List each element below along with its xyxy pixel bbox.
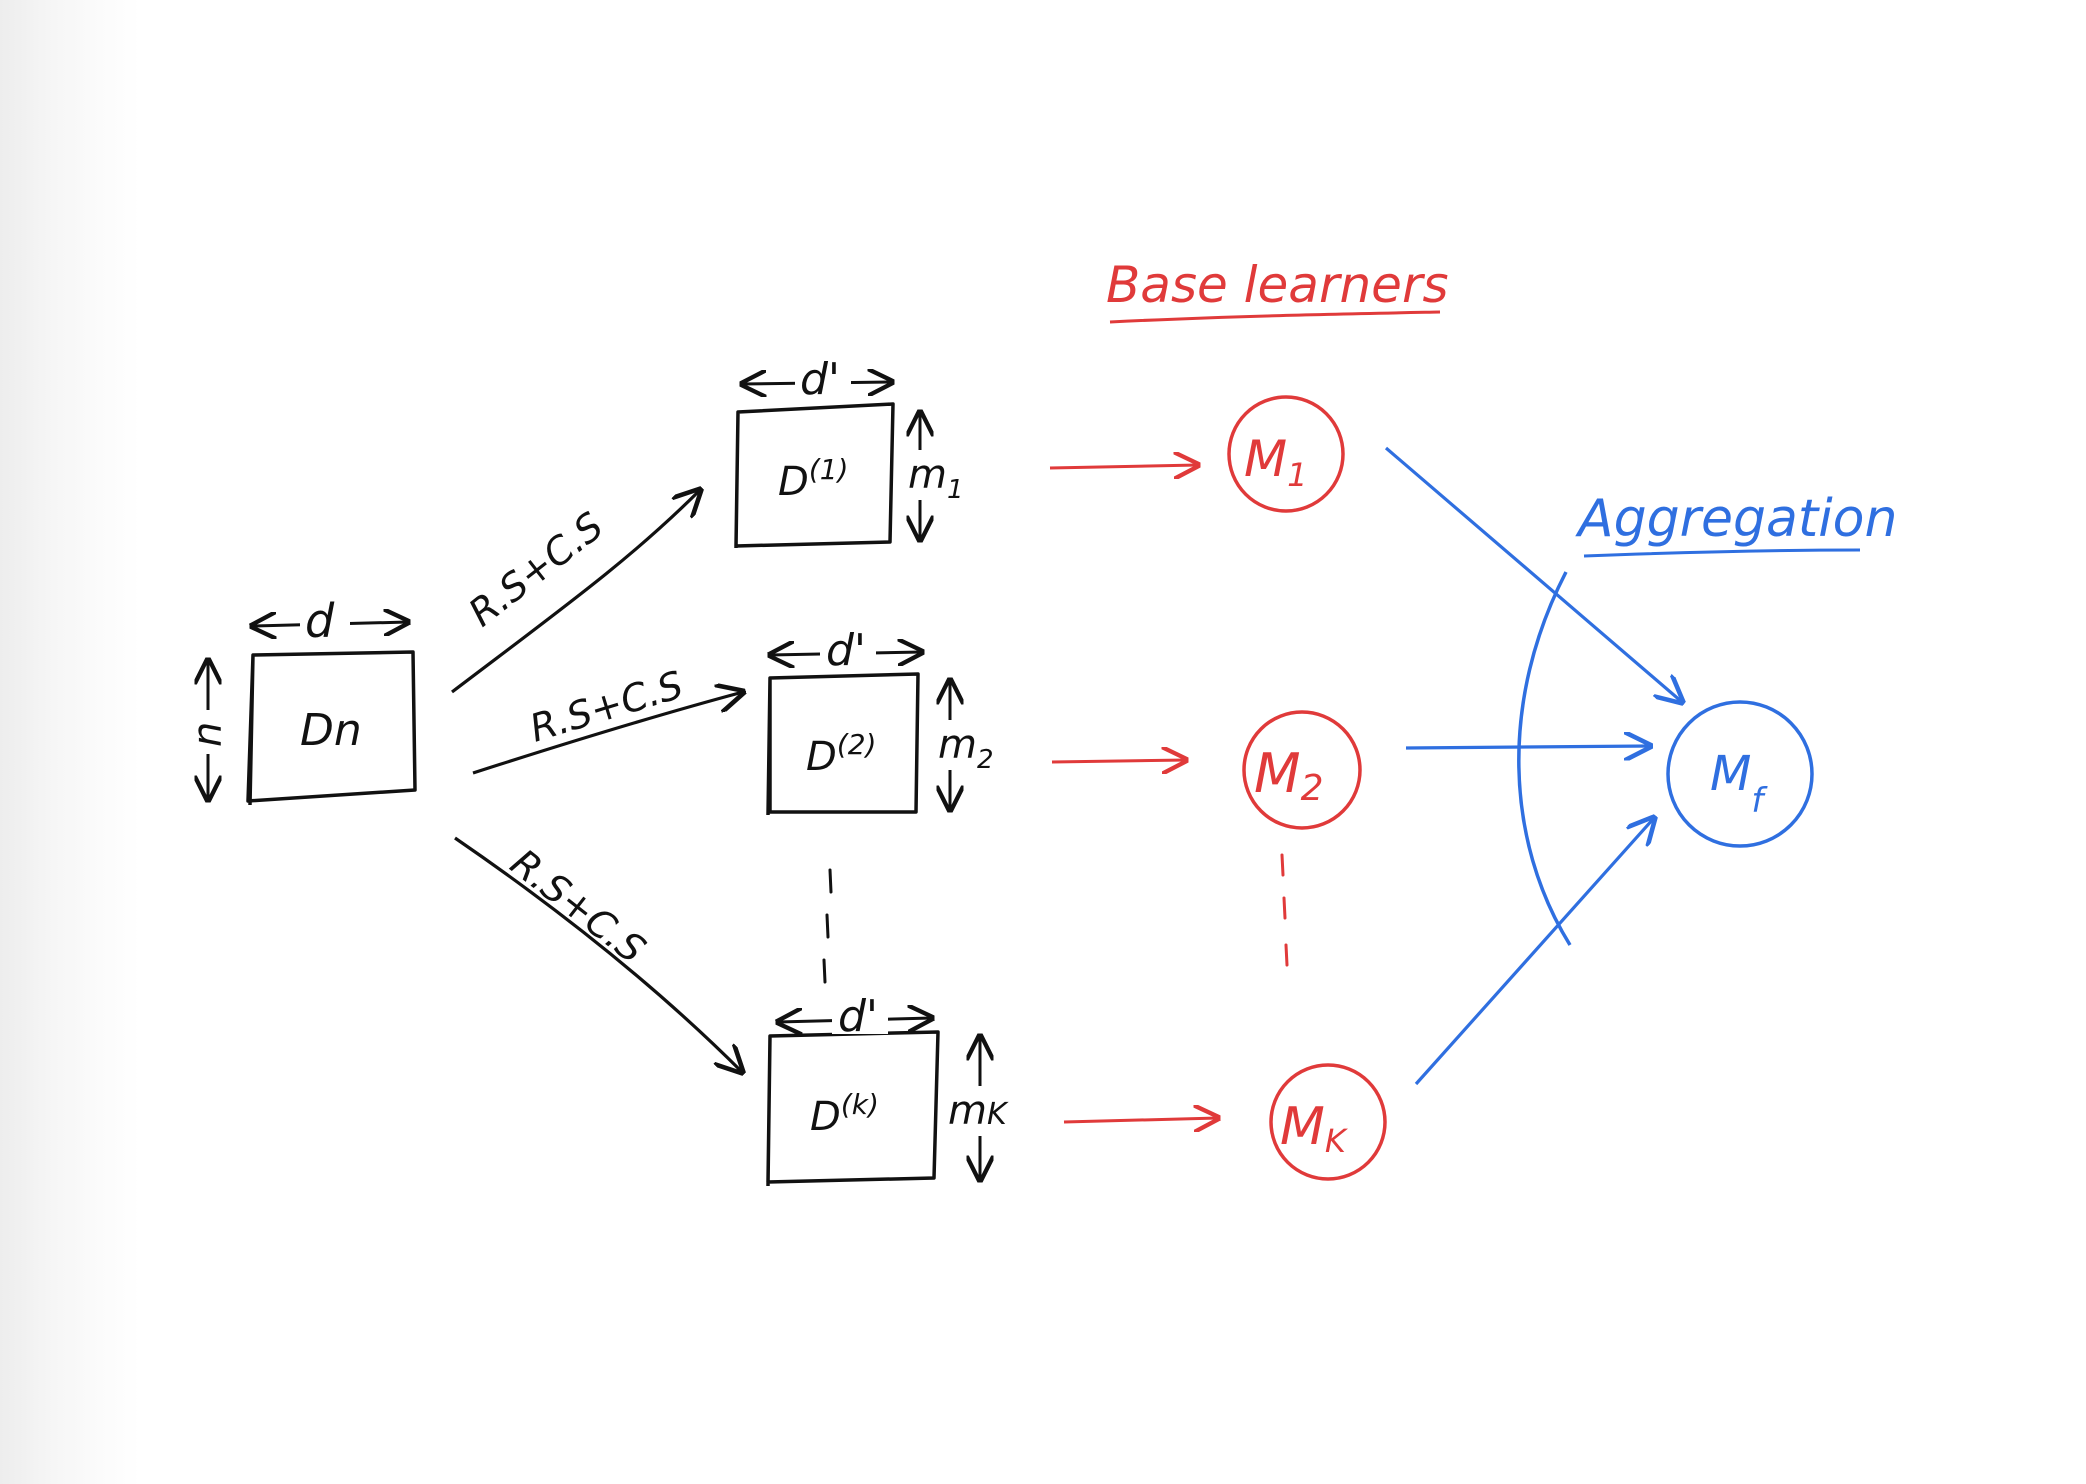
source-width-label: d xyxy=(305,594,335,648)
model-1: M1 xyxy=(1227,395,1345,513)
source-height-label-bg xyxy=(190,710,226,754)
model-k-circle xyxy=(1269,1063,1387,1181)
source-dataset-label: Dn xyxy=(300,705,362,756)
subset-k-label: D(k) xyxy=(810,1088,879,1140)
sampling-edges: R.S+C.S R.S+C.S R.S+C.S xyxy=(451,490,743,1072)
base-learners-heading: Base learners xyxy=(1106,256,1449,314)
subset-continuation-dots xyxy=(822,868,833,984)
model-2-circle xyxy=(1242,710,1362,830)
aggregate-arrow-2 xyxy=(1405,746,1650,748)
edge-label-2: R.S+C.S xyxy=(525,663,688,751)
aggregation-heading: Aggregation xyxy=(1575,489,1897,549)
model-1-label: M1 xyxy=(1244,430,1308,494)
model-2-label: M2 xyxy=(1254,742,1324,809)
subset-1-box xyxy=(734,402,895,549)
edge-label-3: R.S+C.S xyxy=(502,840,653,971)
subset-1-label: D(1) xyxy=(778,453,848,505)
aggregate-arrow-1 xyxy=(1384,446,1682,702)
subset-2: D(2) d' m2 xyxy=(766,625,1009,816)
subset-1: D(1) d' m1 xyxy=(734,354,965,549)
base-learners-section: Base learners M1 M2 xyxy=(1049,256,1449,1181)
aggregation-arc xyxy=(1517,571,1572,946)
subset-k-width-label-bg xyxy=(832,992,888,1034)
subset-1-height-label: m1 xyxy=(908,452,964,505)
edge-to-subset-2 xyxy=(472,692,743,775)
subset-2-width-label: d' xyxy=(826,625,866,676)
edge-to-subset-k xyxy=(454,836,742,1072)
source-height-label: n xyxy=(185,722,231,747)
subset-k-height-label: mK xyxy=(948,1088,1009,1134)
source-dataset: Dn d n xyxy=(185,594,417,806)
subset-2-label: D(2) xyxy=(806,728,876,780)
aggregate-arrow-k xyxy=(1414,818,1654,1086)
final-model-circle xyxy=(1666,700,1814,848)
model-2: M2 xyxy=(1242,710,1362,830)
subset-k: D(k) d' mK xyxy=(766,991,1031,1187)
model-k-label: MK xyxy=(1280,1097,1349,1160)
subset-2-width-label-bg xyxy=(820,626,876,668)
subset-2-box xyxy=(766,672,920,816)
model-continuation-dots xyxy=(1280,853,1289,967)
train-arrow-2 xyxy=(1051,760,1186,762)
source-dataset-box xyxy=(246,650,417,806)
final-model: Mf xyxy=(1666,700,1814,848)
model-1-circle xyxy=(1227,395,1345,513)
subset-1-height-label-bg xyxy=(905,450,965,500)
aggregation-section: Aggregation Mf xyxy=(1384,446,1897,1086)
source-width-label-bg xyxy=(300,600,350,640)
subset-1-width-label: d' xyxy=(800,354,840,405)
train-arrow-k xyxy=(1063,1118,1218,1122)
model-k: MK xyxy=(1269,1063,1387,1181)
aggregation-underline xyxy=(1583,548,1861,558)
edge-label-1: R.S+C.S xyxy=(460,504,611,635)
train-arrow-1 xyxy=(1049,465,1198,468)
subset-k-width-label: d' xyxy=(838,991,878,1042)
subset-1-width-label-bg xyxy=(795,355,851,397)
subset-2-height-label-bg xyxy=(935,720,1009,770)
subset-2-height-label: m2 xyxy=(938,722,994,775)
subset-k-height-label-bg xyxy=(945,1086,1031,1136)
final-model-label: Mf xyxy=(1710,746,1768,821)
edge-to-subset-1 xyxy=(451,490,700,694)
base-learners-underline xyxy=(1109,310,1441,324)
